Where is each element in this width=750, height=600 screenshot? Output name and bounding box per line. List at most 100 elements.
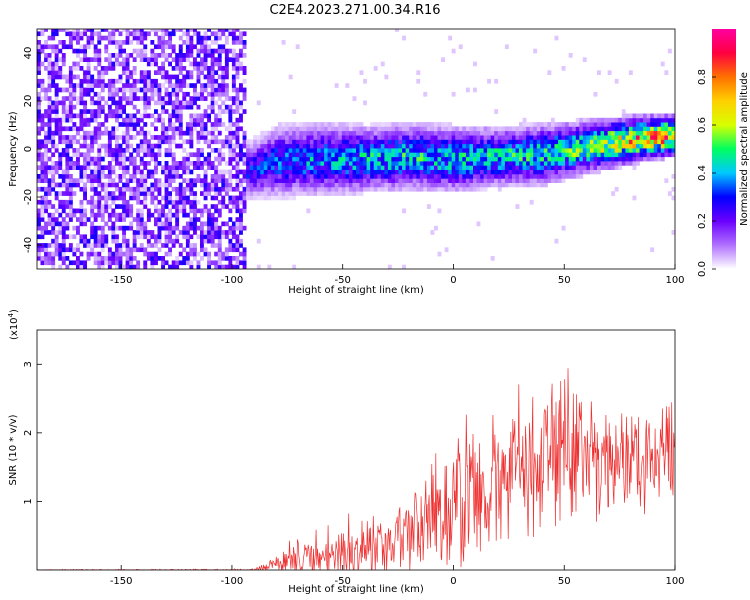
heatmap-cell [161, 122, 165, 127]
heatmap-cell [465, 156, 470, 162]
heatmap-cell [288, 148, 293, 153]
heatmap-cell [373, 122, 378, 127]
heatmap-cell [72, 152, 77, 158]
heatmap-cell [285, 143, 289, 149]
heatmap-cell [522, 139, 527, 145]
heatmap-cell [231, 230, 236, 235]
heatmap-cell [331, 169, 336, 175]
heatmap-cell [483, 174, 488, 179]
heatmap-cell [473, 174, 477, 179]
heatmap-cell [501, 161, 506, 166]
heatmap-cell [547, 70, 552, 75]
heatmap-cell [667, 117, 672, 123]
heatmap-cell [115, 256, 119, 261]
heatmap-cell [40, 143, 45, 149]
heatmap-cell [214, 191, 219, 196]
heatmap-cell [115, 57, 119, 62]
heatmap-cell [501, 165, 506, 170]
heatmap-cell [419, 139, 424, 145]
heatmap-cell [161, 40, 165, 45]
heatmap-cell [157, 96, 162, 101]
heatmap-cell [79, 117, 84, 123]
heatmap-cell [139, 169, 144, 175]
heatmap-cell [487, 78, 491, 84]
heatmap-cell [58, 256, 63, 261]
heatmap-cell [107, 135, 112, 140]
heatmap-cell [86, 156, 91, 162]
heatmap-cell [231, 83, 236, 88]
heatmap-cell [51, 225, 56, 231]
heatmap-cell [189, 152, 194, 158]
heatmap-cell [224, 230, 229, 235]
heatmap-cell [143, 165, 148, 170]
heatmap-cell [100, 195, 105, 201]
heatmap-cell [338, 182, 343, 188]
heatmap-cell [313, 156, 318, 162]
heatmap-cell [40, 208, 45, 214]
heatmap-cell [164, 148, 169, 153]
heatmap-cell [189, 243, 194, 248]
heatmap-cell [193, 44, 197, 50]
heatmap-cell [600, 165, 605, 170]
heatmap-cell [597, 117, 601, 123]
heatmap-cell [182, 165, 187, 170]
heatmap-cell [175, 256, 180, 261]
heatmap-cell [582, 169, 587, 175]
heatmap-cell [618, 135, 623, 140]
heatmap-cell [334, 174, 339, 179]
heatmap-cell [313, 143, 318, 149]
heatmap-cell [253, 174, 258, 179]
heatmap-cell [331, 130, 336, 136]
heatmap-cell [175, 221, 180, 227]
heatmap-cell [423, 169, 428, 175]
heatmap-cell [292, 174, 297, 179]
heatmap-cell [129, 251, 134, 257]
heatmap-cell [607, 117, 612, 123]
heatmap-cell [494, 165, 499, 170]
heatmap-cell [628, 152, 633, 158]
heatmap-cell [239, 169, 243, 175]
heatmap-cell [267, 143, 272, 149]
heatmap-cell [380, 174, 385, 179]
heatmap-cell [366, 130, 371, 136]
heatmap-cell [589, 135, 594, 140]
heatmap-cell [175, 212, 180, 218]
heatmap-cell [118, 135, 123, 140]
heatmap-cell [324, 148, 328, 153]
heatmap-cell [203, 122, 208, 127]
heatmap-cell [366, 152, 371, 158]
heatmap-cell [263, 152, 268, 158]
heatmap-cell [125, 117, 130, 123]
heatmap-cell [628, 156, 633, 162]
heatmap-cell [83, 29, 87, 32]
heatmap-cell [515, 148, 520, 153]
heatmap-cell [171, 238, 176, 244]
heatmap-cell [164, 174, 169, 179]
heatmap-cell [175, 204, 180, 209]
heatmap-cell [476, 169, 481, 175]
heatmap-cell [480, 161, 484, 166]
heatmap-cell [306, 143, 311, 149]
heatmap-cell [660, 156, 665, 162]
heatmap-cell [522, 152, 527, 158]
heatmap-cell [107, 87, 112, 93]
heatmap-cell [529, 161, 534, 166]
heatmap-cell [444, 143, 449, 149]
heatmap-cell [207, 251, 211, 257]
heatmap-cell [72, 260, 77, 266]
heatmap-cell [309, 152, 314, 158]
heatmap-cell [356, 152, 360, 158]
heatmap-cell [150, 152, 155, 158]
heatmap-cell [115, 139, 119, 145]
heatmap-cell [412, 186, 417, 192]
heatmap-cell [302, 122, 307, 127]
heatmap-cell [448, 152, 453, 158]
heatmap-cell [210, 139, 215, 145]
heatmap-cell [146, 186, 151, 192]
heatmap-cell [288, 126, 293, 132]
heatmap-cell [125, 70, 130, 75]
heatmap-cell [572, 122, 577, 127]
heatmap-cell [508, 161, 513, 166]
heatmap-cell [100, 264, 105, 269]
heatmap-cell [217, 96, 222, 101]
